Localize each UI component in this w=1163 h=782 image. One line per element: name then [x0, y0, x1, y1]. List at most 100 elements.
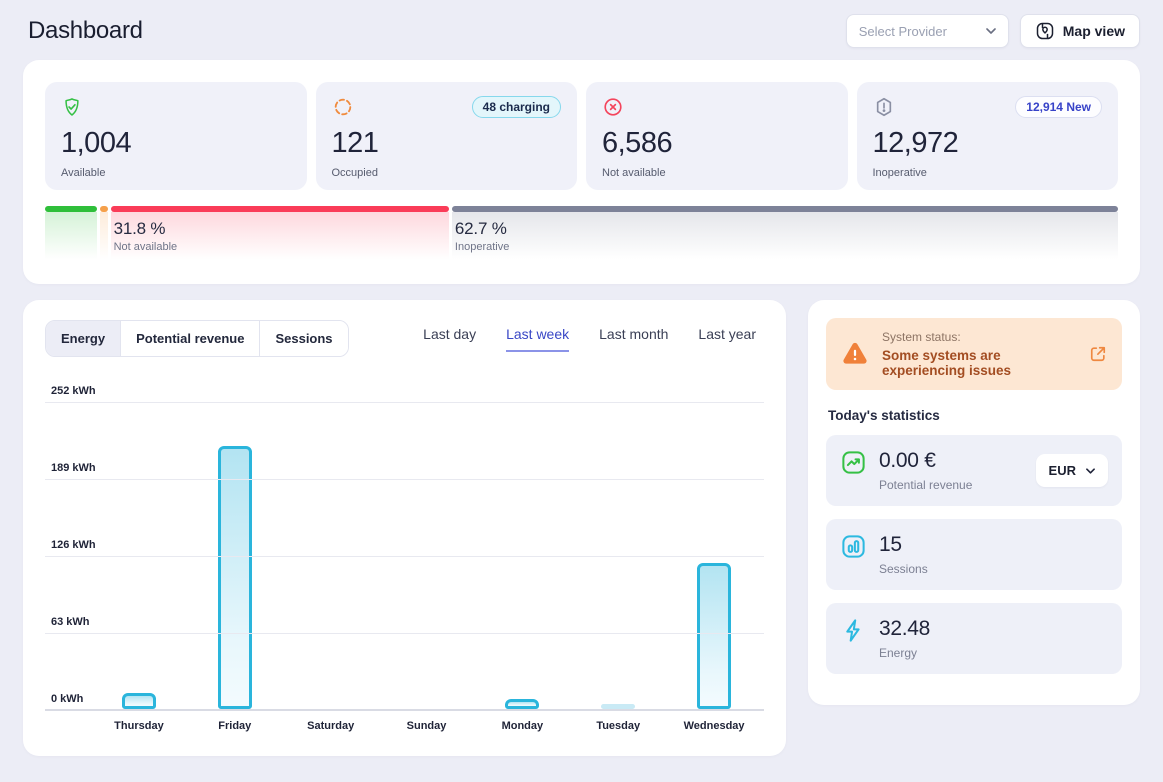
chevron-down-icon: [985, 28, 996, 34]
range-last-month[interactable]: Last month: [599, 325, 669, 342]
metric-tabs: Energy Potential revenue Sessions: [45, 320, 349, 357]
topbar: Dashboard Select Provider Map view: [0, 0, 1163, 60]
x-tick-label: Sunday: [406, 720, 447, 732]
y-tick-label: 189 kWh: [51, 462, 96, 474]
main-row: Energy Potential revenue Sessions Last d…: [23, 300, 1140, 756]
availability-segment-strip: [110, 206, 449, 212]
range-tabs: Last day Last week Last month Last year: [423, 326, 756, 352]
currency-select[interactable]: EUR: [1035, 454, 1108, 487]
alert-hexagon-icon: [873, 96, 895, 118]
map-icon: [1035, 21, 1055, 41]
topbar-actions: Select Provider Map view: [845, 14, 1140, 48]
availability-segment-occupied: [100, 206, 108, 262]
chart-plot-area: 0 kWh 63 kWh 126 kWh 189 kWh 252 kWh: [45, 385, 764, 711]
status-panel: 1,004 Available 48 charging 121 Occupied: [23, 60, 1140, 284]
x-circle-icon: [602, 96, 624, 118]
y-tick-label: 126 kWh: [51, 539, 96, 551]
bar-tuesday[interactable]: [601, 704, 636, 709]
status-card-occupied: 48 charging 121 Occupied: [315, 82, 577, 190]
availability-segment-percent: 31.8 %: [113, 219, 166, 238]
status-card-value: 121: [331, 127, 379, 159]
provider-select[interactable]: Select Provider: [845, 14, 1009, 48]
status-card-label: Not available: [602, 167, 666, 179]
availability-segment-fade: [100, 212, 108, 262]
new-badge: 12,914 New: [1015, 96, 1102, 118]
status-card-label: Inoperative: [872, 167, 927, 179]
availability-segment-strip: [45, 206, 98, 212]
stat-tile-sessions: 15 Sessions: [826, 519, 1122, 590]
energy-value: 32.48: [879, 617, 931, 640]
spinner-icon: [332, 96, 354, 118]
potential-revenue-label: Potential revenue: [879, 478, 973, 492]
energy-bar-chart: 0 kWh 63 kWh 126 kWh 189 kWh 252 kWh Thursda…: [45, 385, 764, 732]
status-card-value: 6,586: [602, 127, 673, 159]
range-last-day[interactable]: Last day: [423, 325, 477, 342]
energy-label: Energy: [879, 646, 918, 660]
today-statistics-title: Today's statistics: [828, 408, 940, 423]
bar-column-friday: [187, 403, 283, 709]
chevron-down-icon: [1086, 467, 1095, 474]
availability-segment-percent: 62.7 %: [454, 219, 507, 238]
system-status-title: System status:: [882, 330, 961, 344]
x-tick-label: Saturday: [307, 720, 355, 732]
availability-segment-inoperative: 62.7 % Inoperative: [451, 206, 1118, 262]
availability-bar: 31.8 % Not available 62.7 % Inoperative: [45, 206, 1118, 262]
side-panel: System status: Some systems are experien…: [808, 300, 1140, 705]
availability-segment-label: Inoperative: [454, 241, 510, 253]
stat-body: 0.00 € Potential revenue: [879, 449, 1024, 492]
availability-segment-not-available: 31.8 % Not available: [110, 206, 449, 262]
x-tick-label: Monday: [501, 720, 544, 732]
chart-categories: Thursday Friday Saturday Sunday Monday Tuesda…: [91, 720, 762, 732]
status-card-value: 1,004: [61, 127, 132, 159]
provider-select-placeholder: Select Provider: [858, 23, 947, 39]
availability-segment-fade: [45, 212, 98, 262]
y-tick-label: 0 kWh: [51, 693, 84, 705]
status-cards: 1,004 Available 48 charging 121 Occupied: [45, 82, 1118, 190]
stat-body: 32.48 Energy: [879, 617, 1108, 660]
bar-chart-icon: [840, 533, 867, 560]
availability-segment-label: Not available: [113, 241, 178, 253]
potential-revenue-value: 0.00 €: [879, 449, 936, 472]
bar-friday[interactable]: [217, 445, 252, 709]
status-card-available: 1,004 Available: [45, 82, 307, 190]
system-status-texts: System status: Some systems are experien…: [882, 330, 1076, 378]
tab-sessions[interactable]: Sessions: [259, 321, 348, 356]
bar-wednesday[interactable]: [697, 563, 732, 709]
x-tick-label: Tuesday: [596, 720, 641, 732]
x-tick-label: Wednesday: [683, 720, 745, 732]
system-status-alert: System status: Some systems are experien…: [826, 318, 1122, 390]
y-tick-label: 63 kWh: [51, 616, 90, 628]
bar-monday[interactable]: [505, 699, 540, 709]
sessions-value: 15: [879, 533, 902, 556]
status-card-label: Occupied: [331, 167, 378, 179]
x-tick-label: Thursday: [114, 720, 164, 732]
availability-segment-fade: 62.7 % Inoperative: [451, 212, 1118, 262]
availability-segment-available: [45, 206, 98, 262]
status-card-value: 12,972: [872, 127, 959, 159]
bar-column-thursday: [91, 403, 187, 709]
currency-select-value: EUR: [1048, 463, 1076, 478]
range-last-week[interactable]: Last week: [506, 326, 570, 352]
tab-energy[interactable]: Energy: [46, 321, 121, 356]
bar-column-monday: [474, 403, 570, 709]
warning-triangle-icon: [840, 339, 870, 369]
gridline-0: [45, 709, 764, 711]
map-view-label: Map view: [1062, 23, 1125, 39]
status-card-label: Available: [61, 167, 106, 179]
gridline-126: [45, 556, 764, 557]
map-view-button[interactable]: Map view: [1019, 14, 1140, 48]
x-tick-label: Friday: [218, 720, 252, 732]
charging-badge: 48 charging: [471, 96, 561, 118]
bolt-icon: [840, 617, 867, 644]
status-card-inoperative: 12,914 New 12,972 Inoperative: [856, 82, 1118, 190]
bar-thursday[interactable]: [121, 693, 156, 709]
external-link-icon[interactable]: [1088, 344, 1108, 364]
status-card-not-available: 6,586 Not available: [586, 82, 848, 190]
tab-potential-revenue[interactable]: Potential revenue: [120, 321, 260, 356]
range-last-year[interactable]: Last year: [698, 325, 756, 342]
bar-column-wednesday: [666, 403, 762, 709]
stat-tile-energy: 32.48 Energy: [826, 603, 1122, 674]
y-tick-label: 252 kWh: [51, 385, 96, 397]
availability-segment-strip: [100, 206, 108, 212]
